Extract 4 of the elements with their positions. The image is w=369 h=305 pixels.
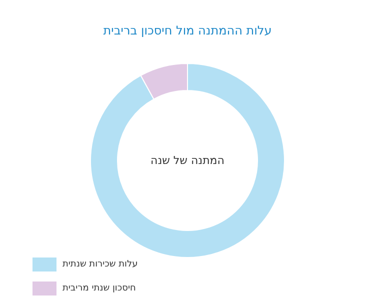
legend-label: חיסכון שנתי מריבית <box>62 284 136 294</box>
legend-label: עלות שכירות שנתית <box>62 260 138 270</box>
chart-title: עלות ההמתנה מול חיסכון בריבית <box>103 24 272 38</box>
text: המתנה של שנה <box>150 154 224 167</box>
